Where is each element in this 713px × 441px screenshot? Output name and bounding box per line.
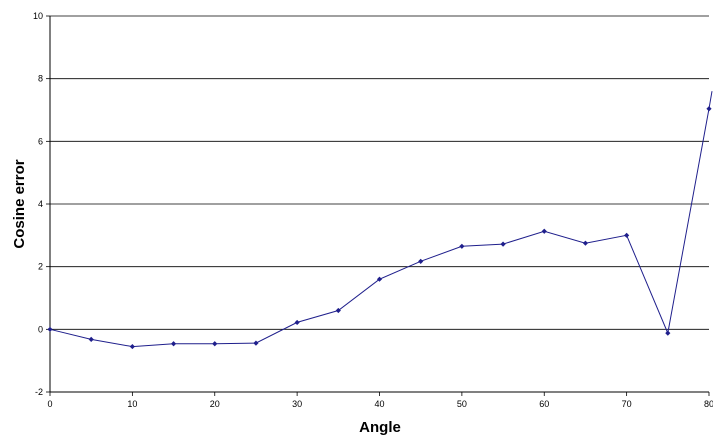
data-point (253, 340, 259, 346)
data-point (418, 258, 424, 264)
x-tick-label: 60 (539, 399, 549, 409)
x-tick-label: 30 (292, 399, 302, 409)
x-tick-label: 50 (457, 399, 467, 409)
y-tick-label: 10 (33, 11, 43, 21)
y-tick-label: 6 (38, 136, 43, 146)
x-tick-label: 70 (622, 399, 632, 409)
x-tick-label: 20 (210, 399, 220, 409)
data-point (170, 341, 177, 347)
y-tick-labels: -2 0 2 4 6 8 10 (33, 11, 43, 397)
y-tick-label: 8 (38, 74, 43, 84)
data-series (47, 91, 713, 350)
axes (46, 15, 710, 396)
x-tick-label: 80 (704, 399, 713, 409)
data-point (459, 243, 465, 249)
data-point (335, 307, 341, 314)
data-point (88, 336, 94, 342)
data-point (47, 326, 53, 332)
x-axis-title: Angle (359, 419, 401, 436)
y-tick-label: 2 (38, 262, 43, 272)
grid-lines (50, 15, 709, 330)
data-point (582, 240, 589, 246)
data-point (376, 276, 383, 282)
series-line (49, 91, 713, 348)
y-tick-label: 4 (38, 199, 43, 209)
y-tick-label: -2 (35, 387, 43, 397)
y-axis-title: Cosine error (11, 159, 28, 248)
data-point (665, 330, 671, 336)
y-tick-label: 0 (38, 324, 43, 334)
x-tick-label: 10 (127, 399, 137, 409)
data-point (500, 241, 506, 247)
x-tick-labels: 0 10 20 30 40 50 60 70 80 (47, 399, 713, 409)
x-tick-label: 0 (47, 399, 52, 409)
data-point (541, 228, 547, 234)
x-tick-label: 40 (374, 399, 384, 409)
data-point (706, 106, 712, 112)
data-point (129, 343, 135, 350)
data-point (624, 232, 630, 238)
data-point (212, 341, 218, 347)
data-point (294, 319, 300, 326)
